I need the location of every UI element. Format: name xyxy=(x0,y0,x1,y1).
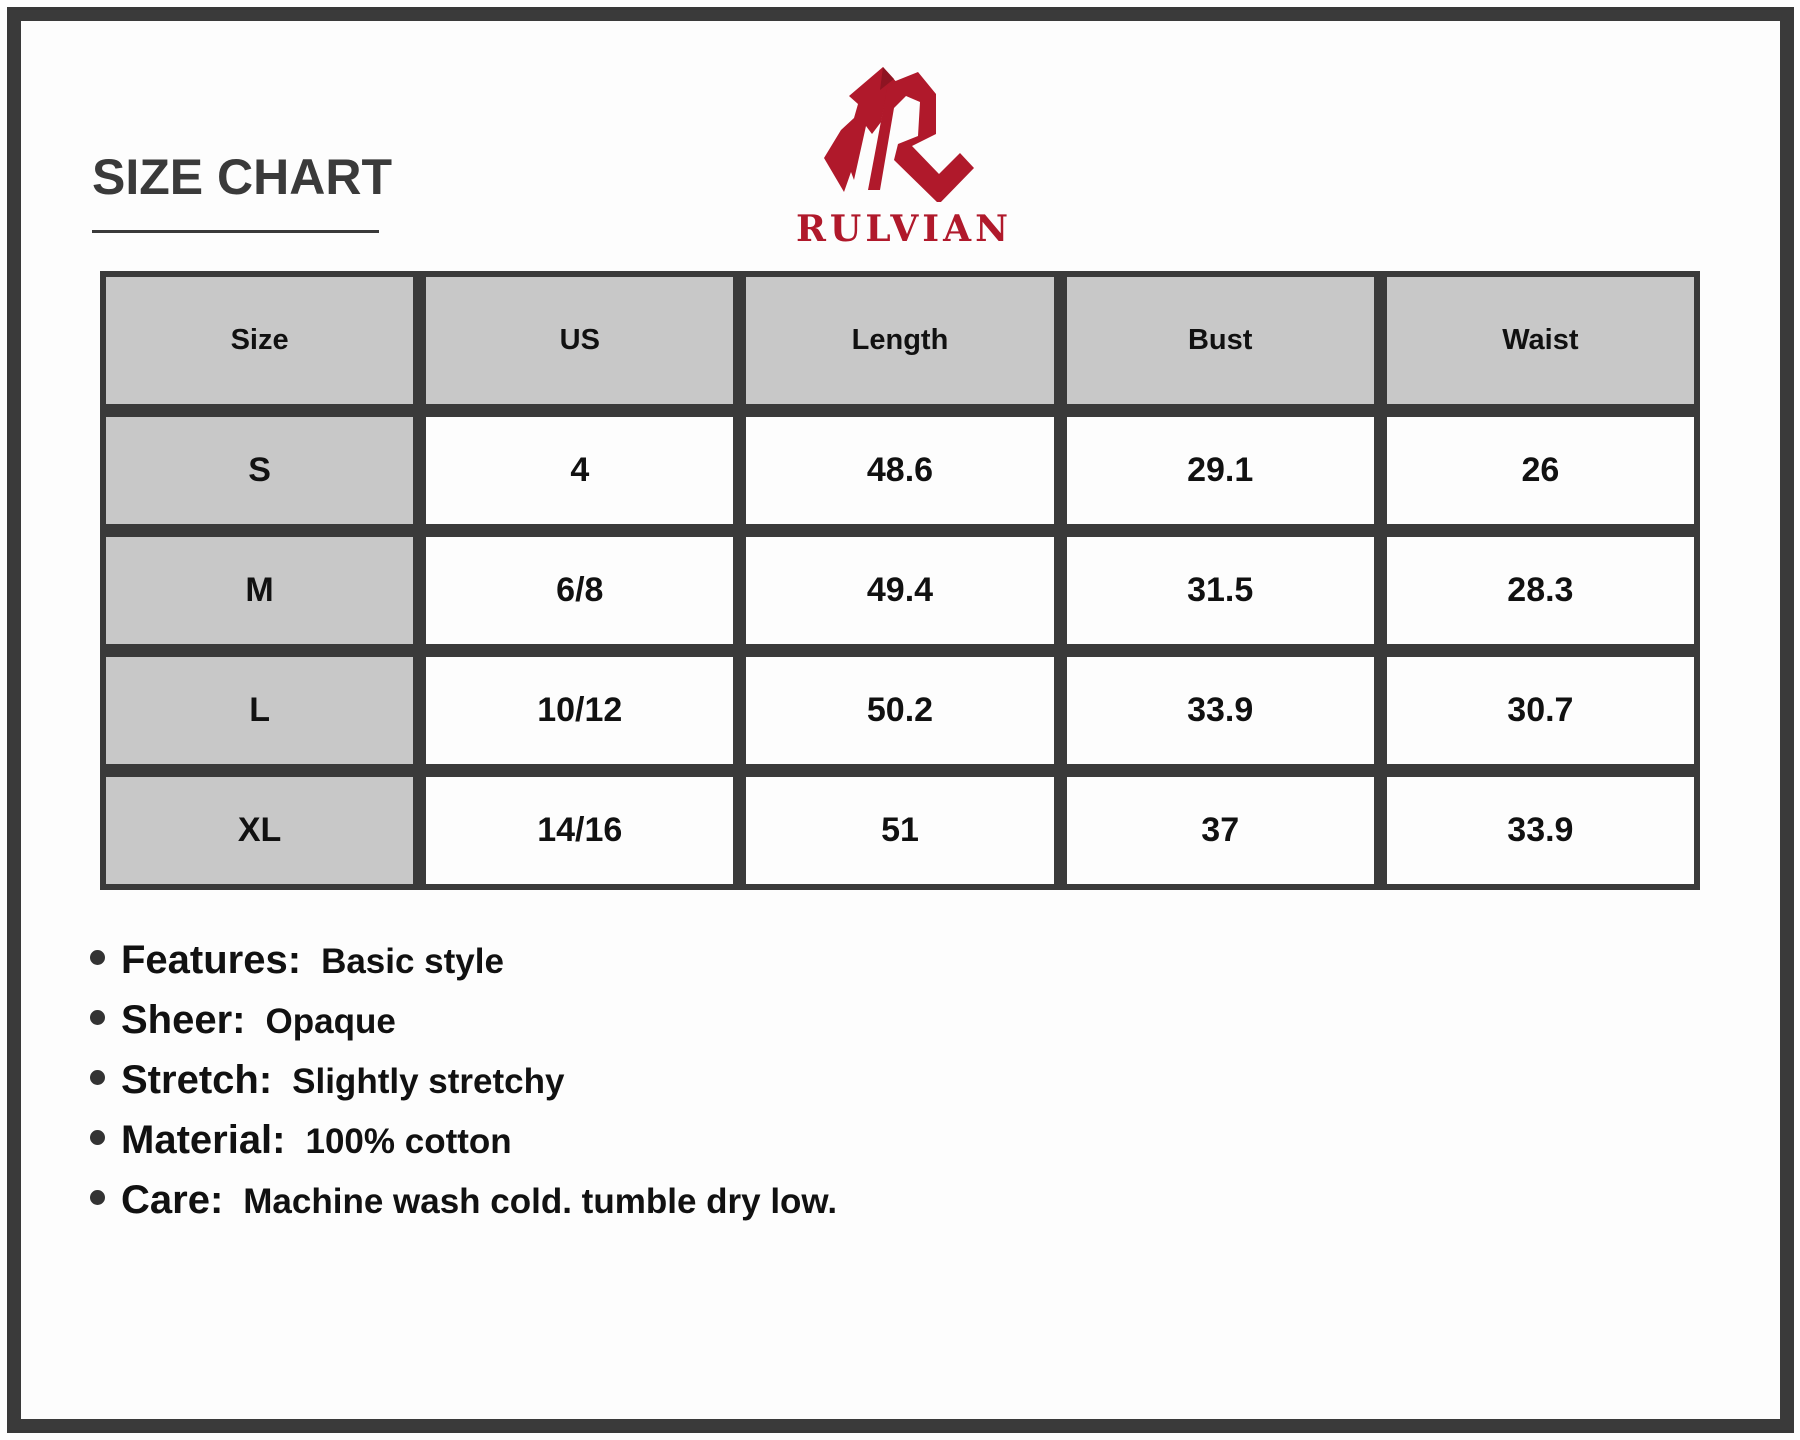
cell-us: 14/16 xyxy=(426,777,734,884)
feature-label: Sheer: xyxy=(121,998,246,1042)
page-title: SIZE CHART xyxy=(92,149,392,205)
header-us: US xyxy=(426,277,734,404)
bullet-icon xyxy=(90,950,105,965)
feature-label: Care: xyxy=(121,1178,224,1222)
bullet-icon xyxy=(90,1010,105,1025)
cell-bust: 37 xyxy=(1066,777,1374,884)
feature-value: Slightly stretchy xyxy=(292,1062,565,1101)
cell-us: 6/8 xyxy=(426,537,734,644)
cell-waist: 33.9 xyxy=(1386,777,1694,884)
cell-size: S xyxy=(106,417,414,524)
cell-us: 10/12 xyxy=(426,657,734,764)
size-table: Size US Length Bust Waist S 4 48.6 29.1 … xyxy=(100,271,1700,890)
feature-value: Basic style xyxy=(321,942,504,981)
header-size: Size xyxy=(106,277,414,404)
cell-length: 48.6 xyxy=(746,417,1054,524)
feature-label: Stretch: xyxy=(121,1058,273,1102)
brand-name: RULVIAN xyxy=(796,208,1012,250)
cell-bust: 33.9 xyxy=(1066,657,1374,764)
cell-bust: 29.1 xyxy=(1066,417,1374,524)
feature-item: Stretch: Slightly stretchy xyxy=(90,1058,837,1118)
cell-size: XL xyxy=(106,777,414,884)
feature-item: Care: Machine wash cold. tumble dry low. xyxy=(90,1178,837,1238)
bullet-icon xyxy=(90,1070,105,1085)
cell-waist: 26 xyxy=(1386,417,1694,524)
bullet-icon xyxy=(90,1130,105,1145)
brand-logo: RULVIAN xyxy=(784,62,1024,252)
cell-bust: 31.5 xyxy=(1066,537,1374,644)
feature-item: Features: Basic style xyxy=(90,938,837,998)
cell-waist: 28.3 xyxy=(1386,537,1694,644)
feature-list: Features: Basic style Sheer: Opaque Stre… xyxy=(90,938,837,1238)
r-logo-icon xyxy=(824,67,974,202)
bullet-icon xyxy=(90,1190,105,1205)
cell-size: L xyxy=(106,657,414,764)
feature-label: Features: xyxy=(121,938,302,982)
cell-us: 4 xyxy=(426,417,734,524)
cell-length: 49.4 xyxy=(746,537,1054,644)
header-length: Length xyxy=(746,277,1054,404)
header-bust: Bust xyxy=(1066,277,1374,404)
cell-size: M xyxy=(106,537,414,644)
feature-value: Opaque xyxy=(265,1002,396,1041)
header-waist: Waist xyxy=(1386,277,1694,404)
feature-label: Material: xyxy=(121,1118,286,1162)
cell-length: 51 xyxy=(746,777,1054,884)
cell-length: 50.2 xyxy=(746,657,1054,764)
feature-item: Material: 100% cotton xyxy=(90,1118,837,1178)
feature-value: Machine wash cold. tumble dry low. xyxy=(243,1182,838,1221)
feature-item: Sheer: Opaque xyxy=(90,998,837,1058)
title-underline xyxy=(92,230,379,233)
feature-value: 100% cotton xyxy=(305,1122,512,1161)
cell-waist: 30.7 xyxy=(1386,657,1694,764)
